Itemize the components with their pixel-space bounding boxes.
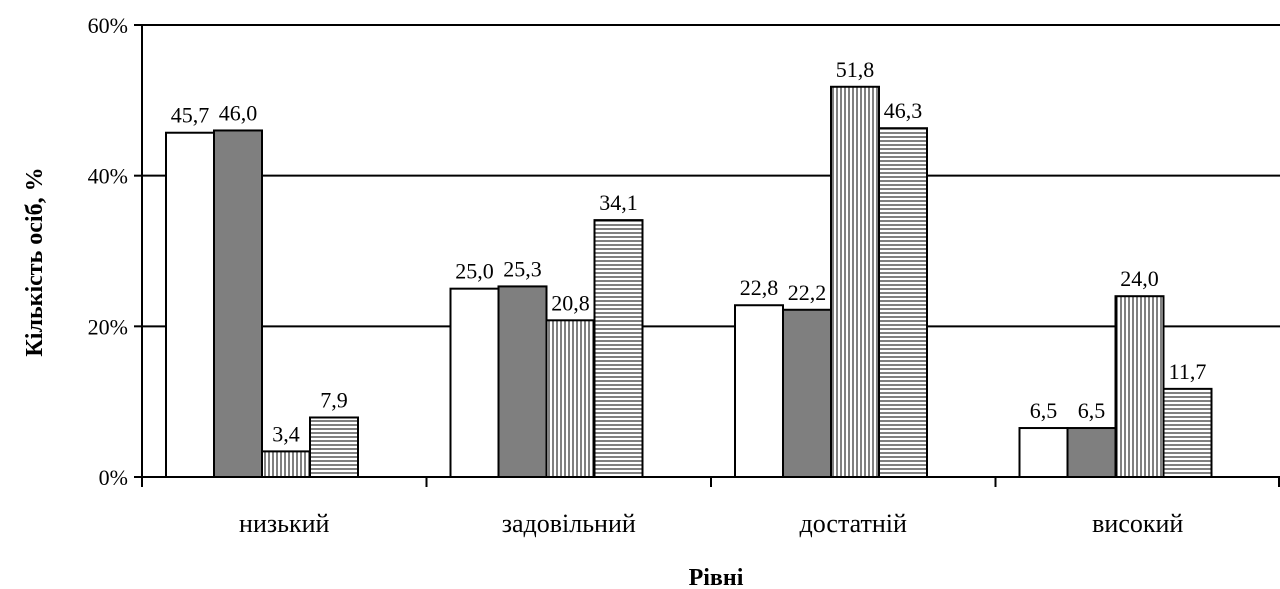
x-tick-label: достатній (800, 509, 907, 538)
data-label: 46,0 (219, 100, 258, 125)
bar-white (449, 287, 500, 478)
data-label: 25,3 (503, 256, 542, 281)
data-label: 6,5 (1030, 398, 1058, 423)
bars (165, 85, 1213, 479)
bar-gray (213, 129, 263, 478)
bar-gray (782, 308, 832, 479)
x-tick-label: низький (239, 509, 330, 538)
y-axis-title: Кількість осіб, % (22, 167, 48, 356)
bar-horizontal-hatch (1162, 387, 1213, 478)
bar-gray (1066, 427, 1117, 478)
data-label: 51,8 (836, 57, 875, 82)
bar-horizontal-hatch (593, 219, 644, 478)
bar-white (165, 131, 215, 479)
data-label: 3,4 (272, 421, 300, 446)
bar-white (1018, 427, 1069, 478)
data-label: 46,3 (884, 98, 923, 123)
bar-horizontal-hatch (878, 127, 928, 478)
data-label: 11,7 (1169, 359, 1207, 384)
data-label: 7,9 (320, 387, 348, 412)
y-tick-label: 40% (88, 164, 128, 189)
data-label: 24,0 (1120, 266, 1159, 291)
y-tick-label: 60% (88, 13, 128, 38)
bar-horizontal-hatch (309, 416, 359, 478)
data-label: 25,0 (455, 259, 494, 284)
data-label: 20,8 (551, 290, 590, 315)
x-tick-label: високий (1092, 509, 1183, 538)
gridlines (142, 24, 1280, 328)
x-tick-label: задовільний (502, 509, 636, 538)
bar-vertical-hatch (1114, 295, 1165, 479)
data-label: 6,5 (1078, 398, 1106, 423)
data-label: 22,2 (788, 280, 827, 305)
y-tick-label: 0% (99, 465, 128, 490)
data-labels: 45,7 46,0 3,4 7,9 25,0 25,3 20,8 34,1 22,8 22,2 51… (171, 57, 1207, 447)
x-axis-title: Рівні (689, 565, 744, 589)
bar-vertical-hatch (545, 319, 596, 478)
bar-gray (497, 285, 548, 479)
data-label: 34,1 (599, 190, 638, 215)
axes: 0% 20% 40% 60% низький задовільний достатній ви… (88, 13, 1280, 538)
bar-vertical-hatch (830, 85, 880, 478)
bar-vertical-hatch (261, 450, 311, 478)
bar-white (734, 304, 784, 478)
data-label: 22,8 (740, 275, 779, 300)
y-tick-label: 20% (88, 314, 128, 339)
data-label: 45,7 (171, 103, 210, 128)
